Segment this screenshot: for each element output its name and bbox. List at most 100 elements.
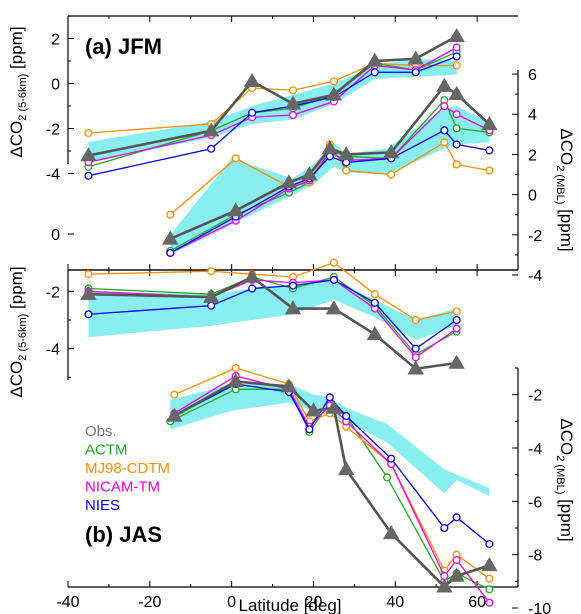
- legend-item-nies: NIES: [85, 497, 120, 514]
- point-nies: [485, 539, 494, 549]
- obs-marker: [448, 85, 465, 100]
- model-spread-band: [170, 106, 490, 255]
- point-nicam-tm: [452, 324, 461, 333]
- point-nies: [207, 301, 216, 310]
- point-mj98-cdtm: [485, 574, 494, 583]
- series-line-obs: [88, 275, 457, 371]
- obs-marker: [448, 27, 465, 43]
- point-nicam-tm: [452, 555, 461, 565]
- point-nies: [248, 108, 257, 117]
- point-mj98-cdtm: [231, 363, 240, 373]
- obs-marker: [280, 174, 298, 189]
- point-actm: [452, 124, 461, 133]
- obs-marker: [321, 140, 339, 155]
- obs-marker: [366, 326, 384, 341]
- obs-marker: [284, 300, 302, 315]
- obs-marker: [284, 95, 302, 110]
- x-tick-label: 20: [305, 594, 323, 611]
- point-nicam-tm: [440, 102, 449, 111]
- left-y-tick-label: 0: [51, 227, 60, 244]
- obs-marker: [243, 72, 261, 88]
- legend-item-obs: Obs.: [85, 423, 117, 440]
- left-y-tick-label: -4: [46, 342, 60, 359]
- right-y-tick-label: -2: [528, 388, 542, 405]
- point-nies: [207, 144, 216, 153]
- obs-marker: [325, 399, 343, 414]
- series-line-nies: [174, 383, 490, 545]
- obs-marker: [80, 285, 97, 301]
- obs-marker: [301, 166, 318, 181]
- point-nies: [84, 171, 93, 180]
- left-y-tick-label: -2: [46, 284, 60, 301]
- point-nies: [370, 68, 379, 77]
- right-y-tick-label: -4: [528, 441, 542, 458]
- point-mj98-cdtm: [166, 210, 175, 219]
- point-mj98-cdtm: [485, 166, 494, 175]
- point-actm: [383, 473, 392, 482]
- right-y-tick-label: -6: [528, 494, 542, 511]
- obs-marker: [407, 50, 424, 65]
- point-mj98-cdtm: [207, 267, 216, 276]
- point-nies: [411, 68, 420, 77]
- series-line-mj98-cdtm: [88, 62, 457, 134]
- series-line-mj98-cdtm: [174, 367, 490, 580]
- point-mj98-cdtm: [329, 77, 338, 86]
- point-nies: [325, 393, 334, 402]
- series-line-nies: [169, 129, 490, 254]
- series-line-nicam-tm: [88, 46, 457, 163]
- point-mj98-cdtm: [411, 315, 420, 325]
- point-mj98-cdtm: [84, 128, 93, 138]
- x-axis-label: Latitude [deg]: [238, 596, 341, 614]
- point-nies: [370, 298, 379, 307]
- point-actm: [485, 585, 494, 594]
- obs-marker: [80, 147, 97, 162]
- obs-marker: [382, 525, 400, 540]
- obs-marker: [436, 578, 453, 593]
- panel-jfm: -4 -2 0 2 -4 -2 0 2 4 6 (a) JFM ΔCO2 (5-6km) [ppm] Δ…: [7, 15, 576, 285]
- point-mj98-cdtm: [387, 170, 396, 179]
- point-nies: [166, 248, 175, 257]
- point-nies: [84, 310, 93, 319]
- point-nicam-tm: [288, 110, 298, 120]
- legend-item-nicam-tm: NICAM-TM: [85, 479, 160, 496]
- point-nicam-tm: [485, 598, 494, 607]
- point-mj98-cdtm: [452, 160, 461, 169]
- point-nies: [452, 315, 461, 325]
- right-y-tick-label: -8: [528, 548, 542, 565]
- point-mj98-cdtm: [370, 290, 379, 299]
- series-line-mj98-cdtm: [169, 141, 490, 216]
- obs-marker: [448, 354, 465, 369]
- obs-marker: [305, 402, 322, 417]
- left-y-tick-label: 0: [51, 77, 60, 94]
- obs-marker: [202, 122, 220, 137]
- model-spread-band: [88, 279, 457, 341]
- x-tick-label: -40: [56, 594, 79, 611]
- point-nies: [387, 454, 396, 463]
- obs-marker: [337, 146, 355, 161]
- point-nies: [452, 140, 461, 149]
- point-nicam-tm: [452, 43, 461, 52]
- point-mj98-cdtm: [288, 86, 298, 95]
- point-mj98-cdtm: [440, 138, 449, 147]
- left-y-tick-label: -4: [46, 167, 60, 184]
- obs-marker: [227, 373, 244, 388]
- obs-marker: [202, 288, 220, 303]
- x-tick-label: 60: [468, 594, 486, 611]
- series-line-nies: [88, 55, 457, 177]
- series-line-nicam-tm: [169, 105, 490, 254]
- panel-jas: -40 -20 0 20 40 60-4-20-10-8-6-4-2(b) JASΔCO2…: [7, 227, 576, 614]
- point-nies: [485, 146, 494, 155]
- right-y-tick-label: 4: [528, 107, 537, 124]
- point-mj98-cdtm: [84, 270, 93, 279]
- obs-marker: [481, 115, 498, 131]
- obs-marker: [280, 378, 298, 393]
- point-nies: [342, 411, 351, 421]
- obs-marker: [366, 52, 384, 67]
- series-group-left: [80, 258, 465, 375]
- right-y-tick-label: 2: [528, 147, 537, 164]
- x-tick-label: 0: [227, 594, 236, 611]
- right-y-axis-label: ΔCO2 (MBL) [ppm]: [554, 128, 576, 251]
- left-y-axis-label: ΔCO2 (5-6km) [ppm]: [7, 266, 29, 397]
- obs-marker: [337, 461, 355, 476]
